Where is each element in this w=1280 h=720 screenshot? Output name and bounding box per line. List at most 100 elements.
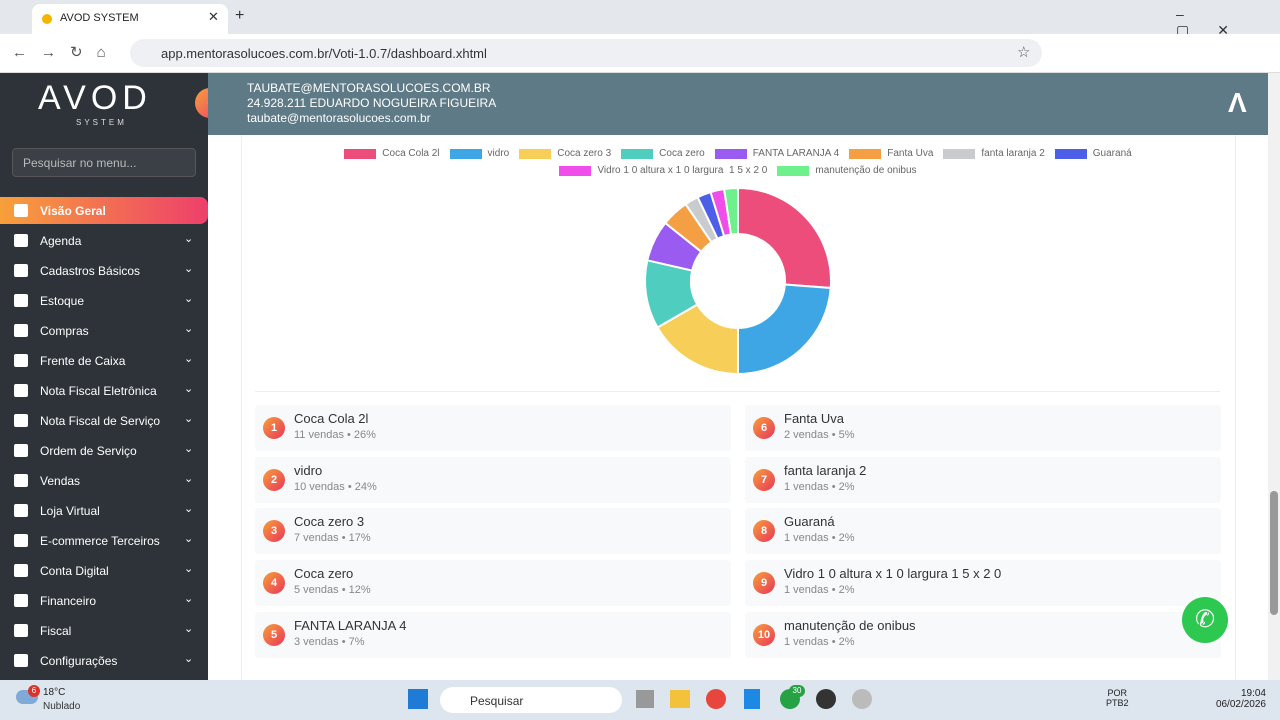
new-tab[interactable]: + [235,7,245,24]
menu-item[interactable]: Fiscal ⌄ [0,617,208,644]
separator [255,391,1220,392]
legend-item: FANTA LARANJA 4 [714,148,839,159]
address-bar[interactable]: app.mentorasolucoes.com.br/Voti-1.0.7/da… [130,39,1042,67]
legend-label: Guaraná [1092,148,1132,159]
legend-swatch [1054,148,1087,159]
menu-chevron: ⌄ [184,623,194,635]
temperature: 18°C [43,687,66,698]
rank-badge: 5 [263,623,285,646]
sidebar: AVOD SYSTEM Pesquisar no menu... Visão G… [0,73,208,680]
menu-item[interactable]: Estoque ⌄ [0,287,208,314]
item-detail: 2 vendas • 5% [784,429,855,441]
menu-item[interactable]: Ordem de Serviço ⌄ [0,437,208,464]
menu-icon [14,264,28,277]
tab-title: AVOD SYSTEM [60,12,139,24]
legend-label: Coca zero 3 [557,148,612,159]
menu-item[interactable]: Compras ⌄ [0,317,208,344]
item-detail: 10 vendas • 24% [294,480,377,493]
rank-badge: 7 [753,468,775,491]
menu-chevron: ⌄ [184,263,194,275]
layout: PTB2 [1106,698,1129,708]
legend-item: Coca zero 3 [519,148,611,159]
header-line: 24.928.211 EDUARDO NOGUEIRA FIGUEIRA [247,96,497,110]
menu-label: Conta Digital [40,564,109,578]
header: TAUBATE@MENTORASOLUCOES.COM.BR 24.928.21… [208,73,1268,135]
legend-swatch [943,148,976,159]
menu-chevron: ⌄ [184,473,194,485]
menu-label: Ordem de Serviço [40,444,137,458]
menu-item[interactable]: E-commerce Terceiros ⌄ [0,527,208,554]
menu-item[interactable]: Financeiro ⌄ [0,587,208,614]
time: 19:04 [1240,688,1266,699]
date: 06/02/2026 [1215,699,1266,710]
tab-close[interactable]: ✕ [208,9,219,24]
menu-label: Fiscal [40,624,72,638]
nav-buttons[interactable]: ←→↻⌂ [12,44,120,61]
menu-item[interactable]: Cadastros Básicos ⌄ [0,257,208,284]
menu-item[interactable]: Configurações ⌄ [0,647,208,674]
menu-label: Agenda [40,234,82,248]
ranking-item: 4 Coca zero 5 vendas • 12% [255,560,731,607]
menu-chevron: ⌄ [184,503,194,515]
legend-label: manutenção de onibus [815,165,917,176]
app-icon[interactable] [636,690,654,708]
url: app.mentorasolucoes.com.br/Voti-1.0.7/da… [161,46,487,61]
item-detail: 1 vendas • 2% [784,480,855,493]
menu-item[interactable]: Nota Fiscal de Serviço ⌄ [0,407,208,434]
legend-swatch [344,148,377,159]
menu-item[interactable]: Frente de Caixa ⌄ [0,347,208,374]
ranking-item: 7 fanta laranja 2 1 vendas • 2% [745,456,1221,503]
legend-swatch [849,148,882,159]
app-icon[interactable] [816,689,836,709]
legend-item: Coca zero [621,148,705,159]
scrollbar[interactable] [1268,73,1280,680]
legend-swatch [621,148,654,159]
item-detail: 11 vendas • 26% [294,429,376,441]
legend-swatch [714,148,747,159]
item-name: Vidro 1 0 altura x 1 0 largura 1 5 x 2 0 [784,566,1002,582]
bookmark-star[interactable]: ☆ [1017,44,1031,61]
start-button[interactable] [408,689,428,709]
clock[interactable]: 19:04 06/02/2026 [1212,688,1266,710]
item-name: Coca zero [294,566,354,582]
language[interactable]: POR PTB2 [1106,688,1129,708]
app-icon[interactable] [852,689,872,709]
item-detail: 1 vendas • 2% [784,532,855,545]
legend-swatch [519,148,552,159]
taskbar-search[interactable]: Pesquisar [440,687,622,713]
item-name: fanta laranja 2 [784,462,867,478]
menu-label: Visão Geral [40,204,106,218]
legend-label: vidro [487,148,510,159]
legend-item: Fanta Uva [849,148,933,159]
menu-chevron: ⌄ [184,593,194,605]
rank-badge: 4 [263,572,285,595]
menu-item[interactable]: Visão Geral [0,197,208,224]
menu-chevron: ⌄ [184,353,194,365]
header-line: TAUBATE@MENTORASOLUCOES.COM.BR [247,81,491,95]
content-card [241,135,1236,680]
search-placeholder: Pesquisar no menu... [23,156,137,170]
menu-search[interactable]: Pesquisar no menu... [12,148,196,177]
menu-icon [14,384,28,397]
ranking-item: 5 FANTA LARANJA 4 3 vendas • 7% [255,611,731,658]
rank-badge: 1 [263,417,285,439]
menu-label: Financeiro [40,594,97,608]
taskbar: 6 18°C Nublado Pesquisar 30 POR PTB2 19:0… [0,680,1280,720]
toolbar: ←→↻⌂ app.mentorasolucoes.com.br/Voti-1.0… [0,34,1280,73]
weather-condition: Nublado [43,701,81,712]
menu-item[interactable]: Loja Virtual ⌄ [0,497,208,524]
menu-item[interactable]: Vendas ⌄ [0,467,208,494]
menu-icon [14,444,28,457]
app-icon[interactable] [706,689,726,709]
menu-item[interactable]: Nota Fiscal Eletrônica ⌄ [0,377,208,404]
legend-item: Guaraná [1054,148,1132,159]
menu-item[interactable]: Conta Digital ⌄ [0,557,208,584]
whatsapp-button[interactable]: ✆ [1182,597,1228,643]
scroll-thumb[interactable] [1270,491,1278,615]
menu-label: Frente de Caixa [40,354,126,368]
tab[interactable]: AVOD SYSTEM ✕ [32,4,228,34]
header-info: TAUBATE@MENTORASOLUCOES.COM.BR 24.928.21… [247,81,496,126]
app-icon[interactable] [744,689,760,709]
app-icon[interactable] [670,690,690,708]
menu-item[interactable]: Agenda ⌄ [0,227,208,254]
